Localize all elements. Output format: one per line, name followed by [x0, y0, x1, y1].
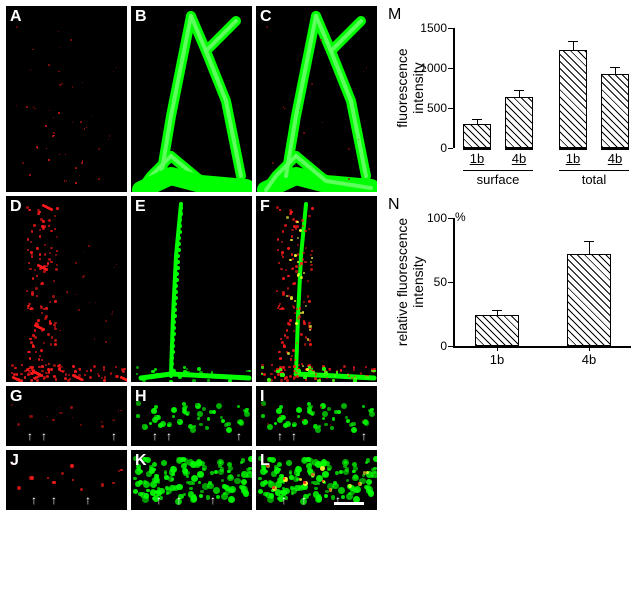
arrow-marker: ↑ [174, 494, 184, 506]
scale-bar [334, 502, 364, 505]
panel-label-m: M [388, 6, 401, 24]
panel-label-n: N [388, 196, 400, 214]
group-label: surface [463, 172, 533, 187]
panel-label-l: L [260, 452, 270, 470]
bar [601, 74, 629, 148]
figure-root: ABCDEFG↑↑↑H↑↑↑I↑↑↑J↑↑↑K↑↑↑L↑↑↑M050010001… [0, 0, 640, 598]
micrograph-panel-a: A [6, 6, 127, 192]
arrow-marker: ↑ [275, 430, 285, 442]
y-axis [453, 28, 455, 148]
arrow-marker: ↑ [208, 494, 218, 506]
panel-label-g: G [10, 388, 22, 406]
arrow-marker: ↑ [289, 430, 299, 442]
panel-label-h: H [135, 388, 147, 406]
chart-m: M050010001500fluorescenceintensity1b4bsu… [388, 6, 638, 192]
y-unit: % [455, 210, 471, 224]
x-axis [453, 346, 631, 348]
category-label: 1b [559, 151, 587, 166]
arrow-marker: ↑ [29, 494, 39, 506]
panel-label-i: I [260, 388, 264, 406]
category-label: 1b [463, 151, 491, 166]
panel-label-b: B [135, 8, 147, 26]
category-label: 4b [567, 352, 611, 367]
bar [559, 50, 587, 148]
arrow-marker: ↑ [154, 494, 164, 506]
category-label: 1b [475, 352, 519, 367]
micrograph-panel-i: I ↑ ↑ ↑ [256, 386, 377, 446]
arrow-marker: ↑ [359, 430, 369, 442]
y-axis-label: relative fluorescenceintensity [394, 214, 426, 350]
panel-label-d: D [10, 198, 22, 216]
micrograph-panel-e: E [131, 196, 252, 382]
panel-label-k: K [135, 452, 147, 470]
arrow-marker: ↑ [234, 430, 244, 442]
arrow-marker: ↑ [150, 430, 160, 442]
micrograph-panel-j: J ↑ ↑ ↑ [6, 450, 127, 510]
micrograph-panel-l: L↑↑↑ [256, 450, 377, 510]
arrow-marker: ↑ [25, 430, 35, 442]
panel-label-j: J [10, 452, 19, 470]
bar [463, 124, 491, 148]
arrow-marker: ↑ [39, 430, 49, 442]
category-label: 4b [601, 151, 629, 166]
arrow-marker: ↑ [83, 494, 93, 506]
arrow-marker: ↑ [164, 430, 174, 442]
panel-label-a: A [10, 8, 22, 26]
micrograph-panel-b: B [131, 6, 252, 192]
bar [475, 315, 519, 346]
category-label: 4b [505, 151, 533, 166]
panel-label-f: F [260, 198, 270, 216]
micrograph-panel-g: G ↑ ↑ ↑ [6, 386, 127, 446]
arrow-marker: ↑ [49, 494, 59, 506]
bar [505, 97, 533, 148]
micrograph-panel-c: C [256, 6, 377, 192]
arrow-marker: ↑ [299, 494, 309, 506]
arrow-marker: ↑ [279, 494, 289, 506]
micrograph-panel-f: F [256, 196, 377, 382]
group-label: total [559, 172, 629, 187]
panel-label-e: E [135, 198, 146, 216]
arrow-marker: ↑ [109, 430, 119, 442]
micrograph-panel-d: D [6, 196, 127, 382]
bar [567, 254, 611, 346]
micrograph-panel-k: K ↑ ↑ ↑ [131, 450, 252, 510]
y-axis [453, 218, 455, 346]
micrograph-panel-h: H ↑ ↑ ↑ [131, 386, 252, 446]
chart-n: N050100%relative fluorescenceintensity1b… [388, 196, 638, 396]
panel-label-c: C [260, 8, 272, 26]
y-axis-label: fluorescenceintensity [394, 28, 426, 148]
